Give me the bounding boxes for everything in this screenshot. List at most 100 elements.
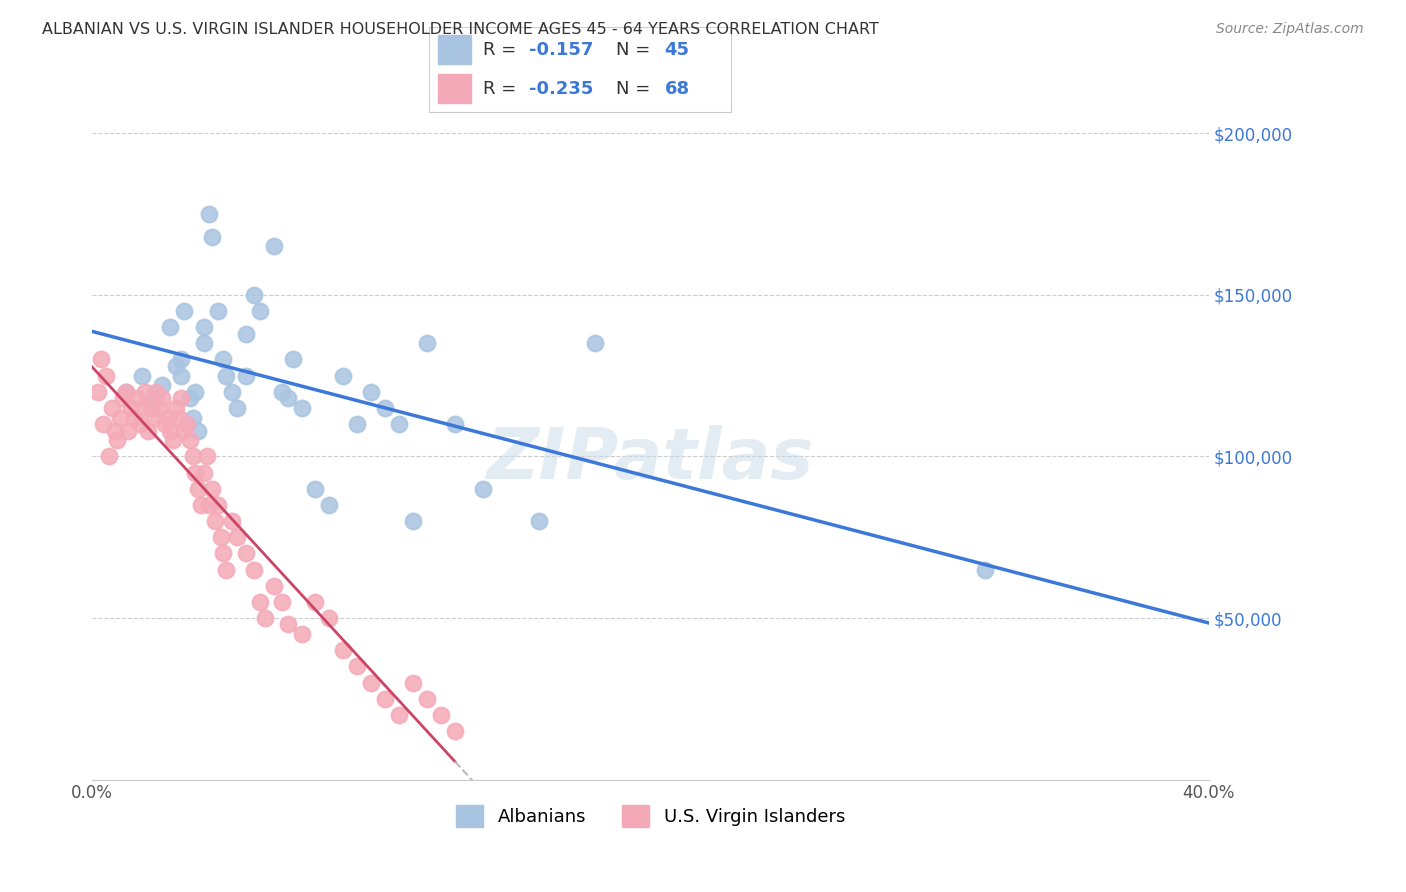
Point [156, 410, 179, 425]
Point [271, 384, 294, 399]
Point [221, 384, 243, 399]
Point [131, 368, 153, 383]
Point [150, 378, 173, 392]
Point [108, 410, 131, 425]
Point [212, 546, 235, 560]
Text: -0.157: -0.157 [529, 41, 593, 59]
Point [221, 514, 243, 528]
Point [159, 424, 181, 438]
Point [94, 368, 117, 383]
Point [167, 410, 190, 425]
Point [193, 466, 215, 480]
Point [193, 320, 215, 334]
Point [90, 352, 112, 367]
Point [360, 675, 382, 690]
Point [212, 352, 235, 367]
Point [184, 466, 207, 480]
Point [111, 391, 134, 405]
Point [346, 417, 368, 431]
Point [195, 450, 218, 464]
Point [444, 724, 467, 739]
Point [209, 530, 232, 544]
Point [207, 304, 229, 318]
Text: ALBANIAN VS U.S. VIRGIN ISLANDER HOUSEHOLDER INCOME AGES 45 - 64 YEARS CORRELATI: ALBANIAN VS U.S. VIRGIN ISLANDER HOUSEHO… [42, 22, 879, 37]
Point [360, 384, 382, 399]
Point [87, 384, 110, 399]
Point [170, 391, 193, 405]
Point [122, 410, 145, 425]
Point [150, 391, 173, 405]
FancyBboxPatch shape [437, 74, 471, 103]
Point [215, 562, 238, 576]
Point [145, 384, 167, 399]
Point [527, 514, 550, 528]
Point [181, 450, 204, 464]
Point [277, 617, 299, 632]
Point [103, 424, 125, 438]
Point [243, 562, 266, 576]
Point [170, 352, 193, 367]
Point [332, 368, 354, 383]
Point [304, 595, 326, 609]
Point [444, 417, 467, 431]
Point [271, 595, 294, 609]
Text: 45: 45 [665, 41, 689, 59]
Point [201, 482, 224, 496]
Point [193, 336, 215, 351]
Point [263, 579, 285, 593]
Point [173, 304, 195, 318]
Point [179, 434, 201, 448]
Point [142, 391, 165, 405]
Point [114, 384, 136, 399]
Text: N =: N = [616, 79, 657, 97]
Point [207, 498, 229, 512]
Point [139, 401, 162, 415]
Text: Source: ZipAtlas.com: Source: ZipAtlas.com [1216, 22, 1364, 37]
Point [235, 546, 257, 560]
Point [120, 401, 142, 415]
Point [187, 424, 209, 438]
Point [388, 417, 411, 431]
Point [184, 384, 207, 399]
Point [290, 401, 312, 415]
Point [249, 595, 271, 609]
Point [117, 424, 139, 438]
Point [304, 482, 326, 496]
Point [346, 659, 368, 673]
Point [159, 320, 181, 334]
Point [281, 352, 304, 367]
Point [198, 207, 221, 221]
Point [235, 368, 257, 383]
Text: R =: R = [484, 79, 522, 97]
Point [254, 611, 277, 625]
Point [165, 359, 187, 373]
Point [198, 498, 221, 512]
Point [105, 434, 128, 448]
Point [235, 326, 257, 341]
Point [263, 239, 285, 253]
Point [97, 450, 120, 464]
Point [148, 401, 170, 415]
Point [176, 417, 198, 431]
Text: ZIPatlas: ZIPatlas [486, 425, 814, 494]
Point [471, 482, 494, 496]
Text: N =: N = [616, 41, 657, 59]
Point [170, 368, 193, 383]
Point [243, 287, 266, 301]
Point [201, 229, 224, 244]
Point [318, 611, 340, 625]
Point [430, 708, 453, 723]
Point [142, 410, 165, 425]
Point [153, 417, 176, 431]
Point [190, 498, 212, 512]
Point [318, 498, 340, 512]
Point [277, 391, 299, 405]
Point [100, 401, 122, 415]
Point [181, 410, 204, 425]
Point [226, 401, 249, 415]
Point [165, 401, 187, 415]
Point [388, 708, 411, 723]
Point [974, 562, 997, 576]
Point [215, 368, 238, 383]
Point [173, 424, 195, 438]
